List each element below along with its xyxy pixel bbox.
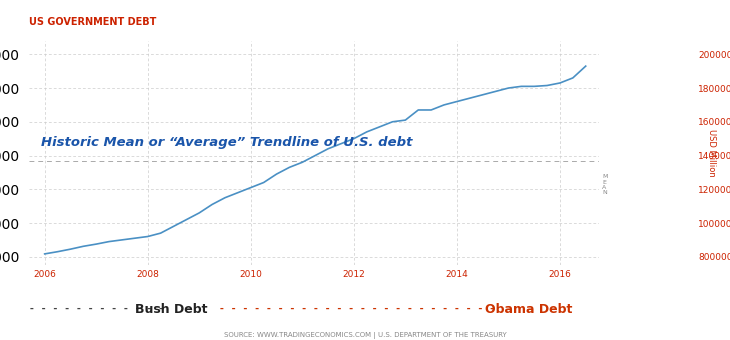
Text: SOURCE: WWW.TRADINGECONOMICS.COM | U.S. DEPARTMENT OF THE TREASURY: SOURCE: WWW.TRADINGECONOMICS.COM | U.S. … <box>223 332 507 339</box>
Text: US GOVERNMENT DEBT: US GOVERNMENT DEBT <box>29 17 156 27</box>
Text: - - - - - - - - - - - - - - - - - - - - - - - -: - - - - - - - - - - - - - - - - - - - - … <box>219 304 495 314</box>
Text: - - - - - - - - - - - -: - - - - - - - - - - - - <box>29 304 164 314</box>
Text: Obama Debt: Obama Debt <box>485 303 573 316</box>
Text: Bush Debt: Bush Debt <box>135 303 207 316</box>
Text: USD Million: USD Million <box>707 129 716 177</box>
Text: M
E
A
N: M E A N <box>602 174 607 196</box>
Text: Historic Mean or “Average” Trendline of U.S. debt: Historic Mean or “Average” Trendline of … <box>41 136 412 149</box>
